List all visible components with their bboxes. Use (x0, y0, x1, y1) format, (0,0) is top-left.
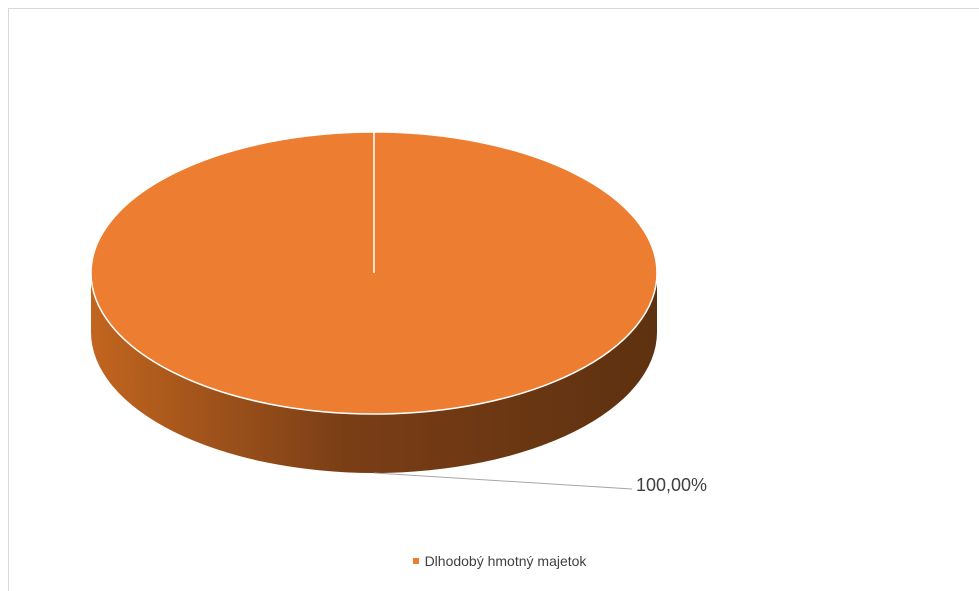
data-label: 100,00% (636, 475, 707, 495)
legend-item: Dlhodobý hmotný majetok (412, 553, 587, 569)
legend-swatch (412, 558, 419, 564)
legend: Dlhodobý hmotný majetok (0, 553, 979, 569)
legend-label: Dlhodobý hmotný majetok (424, 553, 587, 569)
pie-slice-side (91, 273, 657, 473)
chart-border (8, 8, 979, 591)
data-label-leader-line (373, 472, 633, 490)
